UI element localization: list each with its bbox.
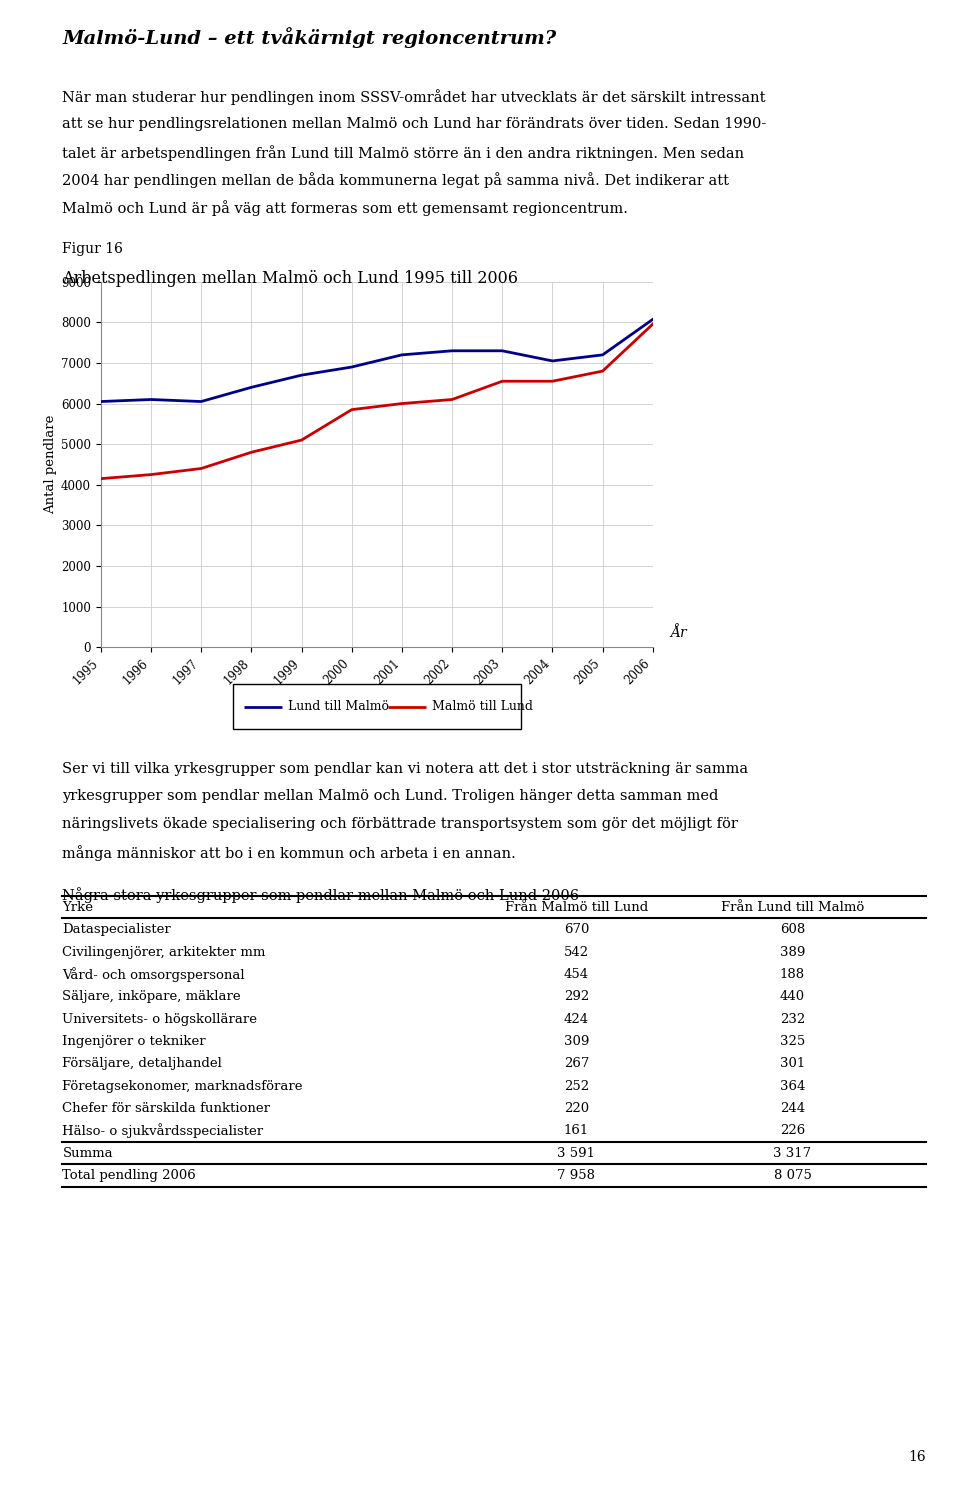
Text: År: År xyxy=(670,626,686,640)
Text: 161: 161 xyxy=(564,1124,589,1138)
Text: 3 317: 3 317 xyxy=(774,1147,811,1160)
Text: Från Lund till Malmö: Från Lund till Malmö xyxy=(721,901,864,914)
Text: 232: 232 xyxy=(780,1012,805,1026)
Text: 454: 454 xyxy=(564,968,589,981)
Text: 2004 har pendlingen mellan de båda kommunerna legat på samma nivå. Det indikerar: 2004 har pendlingen mellan de båda kommu… xyxy=(62,171,730,188)
Text: Några stora yrkesgrupper som pendlar mellan Malmö och Lund 2006: Några stora yrkesgrupper som pendlar mel… xyxy=(62,887,580,904)
Text: Figur 16: Figur 16 xyxy=(62,242,123,256)
Text: Lund till Malmö: Lund till Malmö xyxy=(288,701,389,713)
Text: 424: 424 xyxy=(564,1012,589,1026)
Text: 608: 608 xyxy=(780,923,805,936)
Text: Dataspecialister: Dataspecialister xyxy=(62,923,171,936)
Text: När man studerar hur pendlingen inom SSSV-området har utvecklats är det särskilt: När man studerar hur pendlingen inom SSS… xyxy=(62,89,766,106)
Text: Summa: Summa xyxy=(62,1147,113,1160)
Text: Yrke: Yrke xyxy=(62,901,93,914)
Text: Från Malmö till Lund: Från Malmö till Lund xyxy=(505,901,648,914)
Text: 364: 364 xyxy=(780,1079,805,1093)
Text: Civilingenjörer, arkitekter mm: Civilingenjörer, arkitekter mm xyxy=(62,945,266,959)
Text: 267: 267 xyxy=(564,1057,589,1071)
Text: Malmö-Lund – ett tvåkärnigt regioncentrum?: Malmö-Lund – ett tvåkärnigt regioncentru… xyxy=(62,27,557,48)
Text: 244: 244 xyxy=(780,1102,805,1115)
Text: yrkesgrupper som pendlar mellan Malmö och Lund. Troligen hänger detta samman med: yrkesgrupper som pendlar mellan Malmö oc… xyxy=(62,790,719,804)
Text: talet är arbetspendlingen från Lund till Malmö större än i den andra riktningen.: talet är arbetspendlingen från Lund till… xyxy=(62,145,745,161)
Text: Malmö och Lund är på väg att formeras som ett gemensamt regioncentrum.: Malmö och Lund är på väg att formeras so… xyxy=(62,200,628,216)
Y-axis label: Antal pendlare: Antal pendlare xyxy=(44,414,57,514)
Text: 325: 325 xyxy=(780,1035,805,1048)
Text: Säljare, inköpare, mäklare: Säljare, inköpare, mäklare xyxy=(62,990,241,1003)
Text: Universitets- o högskollärare: Universitets- o högskollärare xyxy=(62,1012,257,1026)
Text: Hälso- o sjukvårdsspecialister: Hälso- o sjukvårdsspecialister xyxy=(62,1124,264,1138)
Text: Vård- och omsorgspersonal: Vård- och omsorgspersonal xyxy=(62,968,245,981)
Text: 292: 292 xyxy=(564,990,589,1003)
Text: Arbetspedlingen mellan Malmö och Lund 1995 till 2006: Arbetspedlingen mellan Malmö och Lund 19… xyxy=(62,270,518,286)
Text: 389: 389 xyxy=(780,945,805,959)
Text: Ser vi till vilka yrkesgrupper som pendlar kan vi notera att det i stor utsträck: Ser vi till vilka yrkesgrupper som pendl… xyxy=(62,762,749,775)
Text: Försäljare, detaljhandel: Försäljare, detaljhandel xyxy=(62,1057,223,1071)
Text: 542: 542 xyxy=(564,945,589,959)
Text: Ingenjörer o tekniker: Ingenjörer o tekniker xyxy=(62,1035,206,1048)
Text: 8 075: 8 075 xyxy=(774,1169,811,1182)
Text: Chefer för särskilda funktioner: Chefer för särskilda funktioner xyxy=(62,1102,271,1115)
Text: 252: 252 xyxy=(564,1079,589,1093)
Text: 220: 220 xyxy=(564,1102,589,1115)
Text: att se hur pendlingsrelationen mellan Malmö och Lund har förändrats över tiden. : att se hur pendlingsrelationen mellan Ma… xyxy=(62,118,767,131)
Text: 226: 226 xyxy=(780,1124,805,1138)
Text: Malmö till Lund: Malmö till Lund xyxy=(431,701,533,713)
Text: 3 591: 3 591 xyxy=(558,1147,595,1160)
Text: 670: 670 xyxy=(564,923,589,936)
Text: många människor att bo i en kommun och arbeta i en annan.: många människor att bo i en kommun och a… xyxy=(62,844,516,860)
Text: Total pendling 2006: Total pendling 2006 xyxy=(62,1169,196,1182)
Text: 16: 16 xyxy=(909,1451,926,1464)
Text: näringslivets ökade specialisering och förbättrade transportsystem som gör det m: näringslivets ökade specialisering och f… xyxy=(62,817,738,830)
Text: Företagsekonomer, marknadsförare: Företagsekonomer, marknadsförare xyxy=(62,1079,303,1093)
Text: 301: 301 xyxy=(780,1057,805,1071)
Text: 188: 188 xyxy=(780,968,805,981)
Text: 440: 440 xyxy=(780,990,805,1003)
Text: 309: 309 xyxy=(564,1035,589,1048)
Text: 7 958: 7 958 xyxy=(558,1169,595,1182)
